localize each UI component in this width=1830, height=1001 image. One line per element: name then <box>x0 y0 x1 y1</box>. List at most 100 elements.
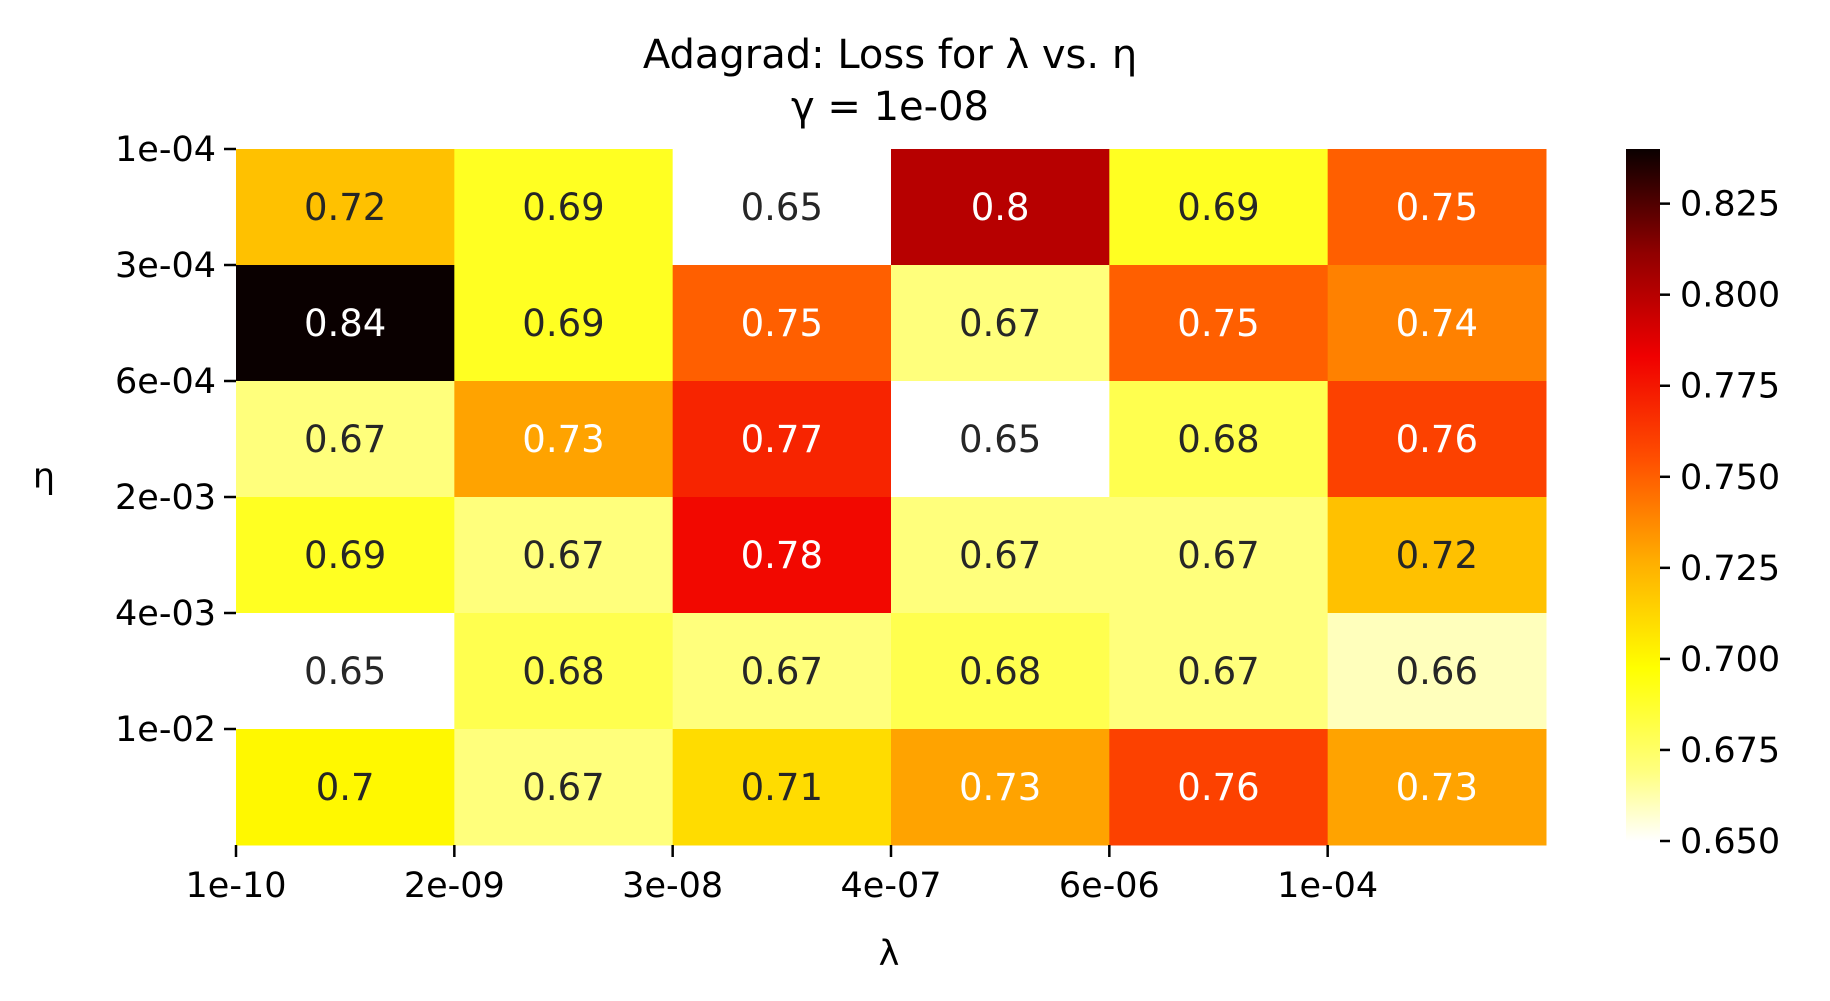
cell-value-label: 0.69 <box>522 302 604 345</box>
y-axis-ticks: 1e-04 3e-04 6e-04 2e-03 4e-03 1e-02 <box>115 130 236 750</box>
heatmap-cell <box>1109 729 1329 846</box>
heatmap-cell <box>891 729 1110 846</box>
colorbar-ticks: 0.650 0.675 0.700 0.725 0.750 0.775 0.800 0.825 <box>1660 185 1780 862</box>
heatmap-cell <box>672 497 892 614</box>
cell-value-label: 0.75 <box>1177 302 1259 345</box>
heatmap-cell <box>454 149 674 266</box>
colorbar-tick-label: 0.675 <box>1680 731 1780 771</box>
colorbar-tick-label: 0.650 <box>1680 822 1780 862</box>
cell-value-label: 0.74 <box>1396 302 1478 345</box>
heatmap-cell <box>891 381 1110 498</box>
cell-value-label: 0.67 <box>741 650 823 693</box>
y-tick-label: 3e-04 <box>115 246 216 286</box>
x-axis-ticks: 1e-10 2e-09 3e-08 4e-07 6e-06 1e-04 <box>186 845 1378 906</box>
cell-value-label: 0.69 <box>522 186 604 229</box>
heatmap-cell <box>236 381 455 498</box>
heatmap-cell <box>454 613 674 730</box>
cell-value-label: 0.7 <box>316 766 375 809</box>
heatmap-cell-labels: 0.72 0.69 0.65 0.8 0.69 0.75 0.84 0.69 0.75 0.67 0… <box>304 186 1478 809</box>
heatmap-cells <box>236 149 1547 846</box>
y-tick-label: 6e-04 <box>115 362 216 402</box>
colorbar <box>1626 149 1660 841</box>
y-axis-label: η <box>33 457 55 497</box>
heatmap-cell <box>1109 149 1329 266</box>
heatmap-cell <box>891 149 1110 266</box>
y-tick-label: 1e-04 <box>115 130 216 170</box>
colorbar-tick-label: 0.700 <box>1680 640 1780 680</box>
heatmap-cell <box>1327 381 1547 498</box>
cell-value-label: 0.72 <box>304 186 386 229</box>
heatmap-cell <box>672 729 892 846</box>
x-tick-label: 4e-07 <box>841 866 942 906</box>
x-tick-label: 1e-10 <box>186 866 287 906</box>
x-axis-label: λ <box>879 934 900 974</box>
heatmap-cell <box>672 265 892 382</box>
heatmap-cell <box>1327 497 1547 614</box>
cell-value-label: 0.8 <box>971 186 1030 229</box>
cell-value-label: 0.73 <box>959 766 1041 809</box>
heatmap-cell <box>1327 149 1547 266</box>
heatmap-cell <box>1109 497 1329 614</box>
heatmap-cell <box>1109 613 1329 730</box>
x-tick-label: 1e-04 <box>1277 866 1378 906</box>
heatmap-cell <box>672 149 892 266</box>
chart-title: Adagrad: Loss for λ vs. η <box>643 32 1137 78</box>
cell-value-label: 0.75 <box>1396 186 1478 229</box>
cell-value-label: 0.67 <box>304 418 386 461</box>
cell-value-label: 0.69 <box>1177 186 1259 229</box>
cell-value-label: 0.73 <box>522 418 604 461</box>
heatmap-cell <box>454 729 674 846</box>
heatmap-cell <box>454 381 674 498</box>
heatmap-cell <box>454 497 674 614</box>
colorbar-tick-label: 0.825 <box>1680 185 1780 225</box>
cell-value-label: 0.72 <box>1396 534 1478 577</box>
heatmap-cell <box>891 265 1110 382</box>
x-tick-label: 3e-08 <box>622 866 723 906</box>
colorbar-tick-label: 0.775 <box>1680 367 1780 407</box>
heatmap-cell <box>236 265 455 382</box>
colorbar-tick-label: 0.800 <box>1680 276 1780 316</box>
heatmap-cell <box>1109 381 1329 498</box>
cell-value-label: 0.67 <box>1177 650 1259 693</box>
cell-value-label: 0.66 <box>1396 650 1478 693</box>
heatmap-cell <box>1109 265 1329 382</box>
cell-value-label: 0.65 <box>741 186 823 229</box>
heatmap-cell <box>891 613 1110 730</box>
cell-value-label: 0.71 <box>741 766 823 809</box>
cell-value-label: 0.65 <box>304 650 386 693</box>
cell-value-label: 0.67 <box>959 534 1041 577</box>
y-tick-label: 1e-02 <box>115 710 216 750</box>
cell-value-label: 0.76 <box>1396 418 1478 461</box>
cell-value-label: 0.84 <box>304 302 386 345</box>
heatmap-cell <box>672 613 892 730</box>
chart-subtitle: γ = 1e-08 <box>791 84 989 130</box>
cell-value-label: 0.67 <box>1177 534 1259 577</box>
cell-value-label: 0.68 <box>1177 418 1259 461</box>
heatmap-cell <box>236 149 455 266</box>
x-tick-label: 2e-09 <box>404 866 505 906</box>
heatmap-cell <box>454 265 674 382</box>
heatmap-cell <box>1327 729 1547 846</box>
cell-value-label: 0.69 <box>304 534 386 577</box>
cell-value-label: 0.78 <box>741 534 823 577</box>
cell-value-label: 0.67 <box>959 302 1041 345</box>
cell-value-label: 0.73 <box>1396 766 1478 809</box>
heatmap-cell <box>891 497 1110 614</box>
y-tick-label: 4e-03 <box>115 594 216 634</box>
colorbar-tick-label: 0.750 <box>1680 458 1780 498</box>
cell-value-label: 0.67 <box>522 766 604 809</box>
cell-value-label: 0.75 <box>741 302 823 345</box>
heatmap-cell <box>236 497 455 614</box>
cell-value-label: 0.77 <box>741 418 823 461</box>
cell-value-label: 0.68 <box>959 650 1041 693</box>
cell-value-label: 0.68 <box>522 650 604 693</box>
colorbar-tick-label: 0.725 <box>1680 549 1780 589</box>
heatmap-cell <box>1327 265 1547 382</box>
y-tick-label: 2e-03 <box>115 478 216 518</box>
heatmap-cell <box>1327 613 1547 730</box>
cell-value-label: 0.65 <box>959 418 1041 461</box>
cell-value-label: 0.76 <box>1177 766 1259 809</box>
heatmap-cell <box>236 729 455 846</box>
cell-value-label: 0.67 <box>522 534 604 577</box>
